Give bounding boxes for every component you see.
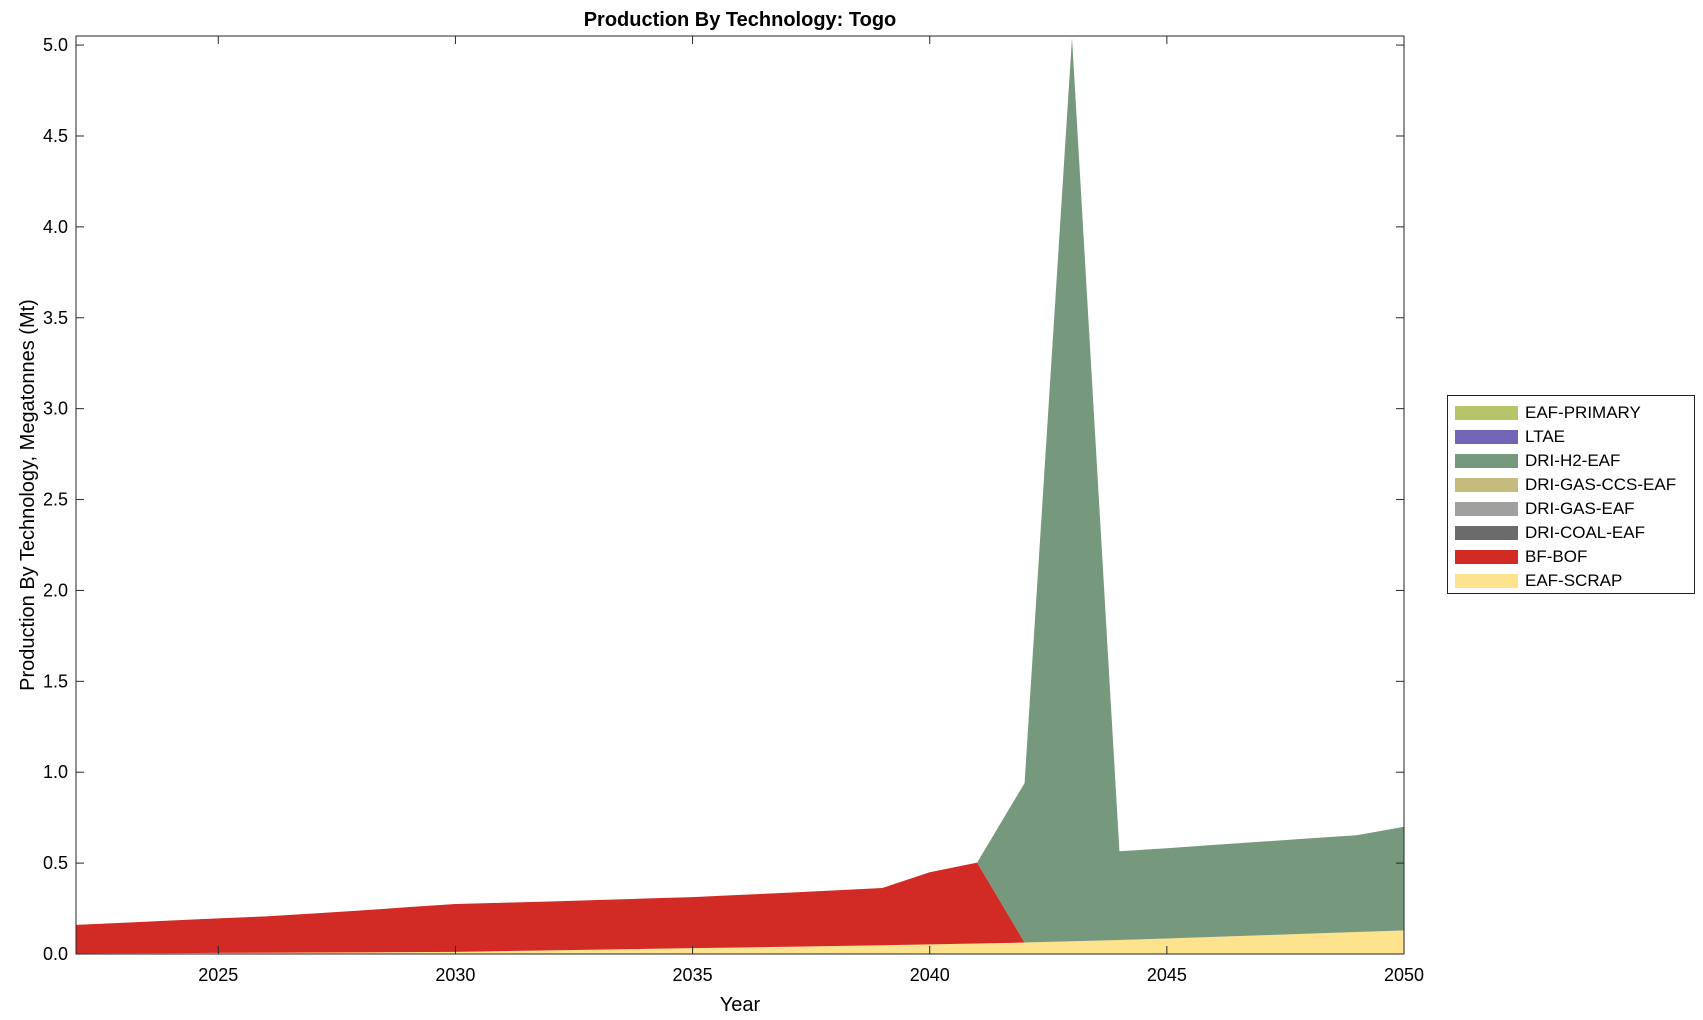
y-tick-label: 4.0: [43, 217, 68, 237]
y-tick-label: 0.5: [43, 853, 68, 873]
axis-ticks: 2025 2030 2035 2040 2045 2050 0.0 0.5 1.0 1.5 2.0 2…: [43, 35, 1424, 985]
legend-swatch: [1455, 454, 1518, 468]
y-tick-label: 1.0: [43, 762, 68, 782]
legend-item: DRI-GAS-CCS-EAF: [1455, 473, 1694, 497]
stacked-areas: [76, 37, 1404, 954]
y-axis-label: Production By Technology, Megatonnes (Mt…: [17, 299, 39, 691]
x-axis-label: Year: [720, 994, 761, 1016]
legend-label: EAF-SCRAP: [1525, 571, 1623, 590]
legend-swatch: [1455, 502, 1518, 516]
legend-item: DRI-H2-EAF: [1455, 449, 1694, 473]
legend-swatch: [1455, 478, 1518, 492]
x-tick-label: 2045: [1147, 965, 1187, 985]
legend-swatch: [1455, 550, 1518, 564]
legend: EAF-PRIMARY LTAE DRI-H2-EAF DRI-GAS-CCS-EAF…: [1447, 395, 1695, 594]
y-tick-label: 3.0: [43, 399, 68, 419]
legend-item: EAF-PRIMARY: [1455, 401, 1694, 425]
area-dri-h2-eaf: [76, 37, 1404, 943]
x-tick-label: 2040: [910, 965, 950, 985]
legend-swatch: [1455, 526, 1518, 540]
y-tick-label: 0.0: [43, 944, 68, 964]
legend-label: DRI-H2-EAF: [1525, 451, 1621, 470]
y-tick-label: 4.5: [43, 126, 68, 146]
y-tick-label: 2.5: [43, 490, 68, 510]
x-tick-label: 2035: [673, 965, 713, 985]
legend-label: LTAE: [1525, 427, 1565, 446]
y-tick-label: 1.5: [43, 671, 68, 691]
legend-label: DRI-GAS-CCS-EAF: [1525, 475, 1677, 494]
plot-frame: [75, 35, 1405, 955]
legend-label: EAF-PRIMARY: [1525, 403, 1641, 422]
area-bf-bof: [76, 862, 1404, 954]
x-tick-label: 2030: [435, 965, 475, 985]
y-tick-label: 2.0: [43, 580, 68, 600]
legend-swatch: [1455, 406, 1518, 420]
x-tick-label: 2050: [1384, 965, 1424, 985]
legend-swatch: [1455, 430, 1518, 444]
legend-item: LTAE: [1455, 425, 1694, 449]
chart-title: Production By Technology: Togo: [584, 9, 897, 31]
legend-swatch: [1455, 574, 1518, 588]
y-tick-label: 3.5: [43, 308, 68, 328]
x-tick-label: 2025: [198, 965, 238, 985]
legend-item: DRI-GAS-EAF: [1455, 497, 1694, 521]
legend-item: EAF-SCRAP: [1455, 569, 1694, 593]
y-tick-label: 5.0: [43, 35, 68, 55]
legend-item: BF-BOF: [1455, 545, 1694, 569]
legend-label: BF-BOF: [1525, 547, 1588, 566]
area-eaf-scrap: [76, 930, 1404, 954]
legend-item: DRI-COAL-EAF: [1455, 521, 1694, 545]
legend-label: DRI-COAL-EAF: [1525, 523, 1645, 542]
legend-label: DRI-GAS-EAF: [1525, 499, 1635, 518]
